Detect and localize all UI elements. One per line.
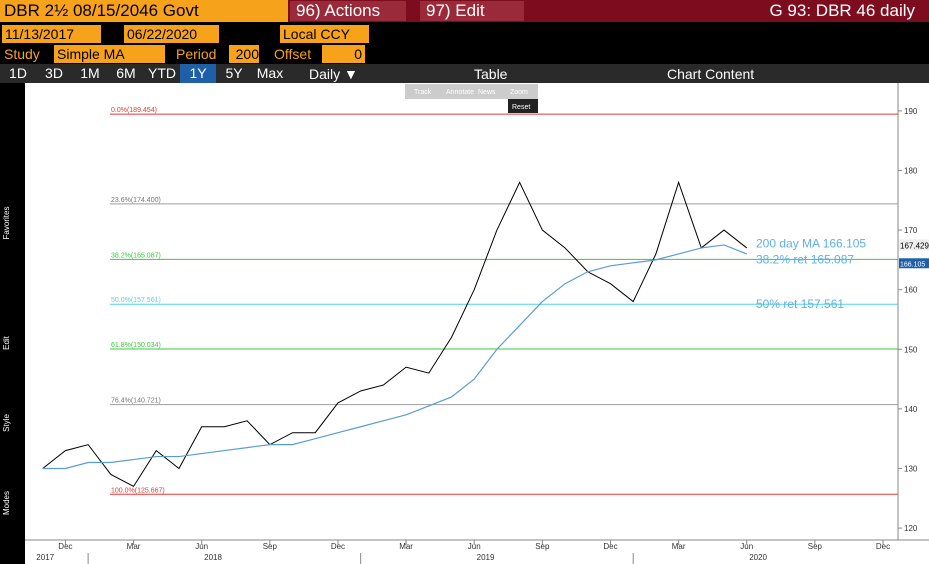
period[interactable]: 200: [229, 45, 259, 63]
y-tick-label: 140: [904, 405, 918, 414]
year-label: 2017: [36, 553, 54, 562]
mode-button: Annotate: [446, 89, 474, 96]
ma-tag: [899, 258, 929, 269]
fib-label: 61.8%(150.034): [111, 342, 161, 349]
range-buttons: 1D 3D 1M 6M YTD 1Y 5Y Max: [0, 64, 288, 83]
x-tick-label: Mar: [127, 542, 141, 551]
y-tick-label: 190: [904, 107, 918, 116]
fib-label: 100.0%(125.667): [111, 487, 165, 494]
year-label: 2018: [204, 553, 222, 562]
last-price-tag: [899, 239, 929, 251]
y-tick-label: 120: [904, 524, 918, 533]
x-tick-label: Dec: [603, 542, 617, 551]
year-label: 2020: [749, 553, 767, 562]
study-label: Study: [4, 46, 40, 62]
x-tick-label: Mar: [399, 542, 413, 551]
x-tick-label: Sep: [535, 542, 550, 551]
fib-label: 38.2%(165.087): [111, 252, 161, 259]
y-tick-label: 170: [904, 226, 918, 235]
plot-background: [25, 83, 929, 564]
x-tick-label: Dec: [876, 542, 890, 551]
sidebar-label: Modes: [2, 491, 11, 515]
x-tick-label: Jun: [740, 542, 753, 551]
range-button[interactable]: 3D: [45, 65, 63, 81]
year-label: 2019: [477, 553, 495, 562]
range-button[interactable]: 1M: [80, 65, 100, 81]
reset-label: Reset: [512, 104, 530, 111]
last-price: 167.429: [900, 241, 929, 250]
fib-label: 76.4%(140.721): [111, 398, 161, 405]
reset-button[interactable]: [508, 99, 538, 113]
mode-button: Track: [414, 89, 432, 96]
end-date[interactable]: 06/22/2020: [124, 25, 219, 43]
fib-label: 23.6%(174.400): [111, 197, 161, 204]
range-bar: [0, 64, 929, 83]
fib-label: 0.0%(189.454): [111, 107, 157, 114]
mode-button: Zoom: [510, 89, 528, 96]
fib-label: 50.0%(157.561): [111, 297, 161, 304]
sidebar-label: Favorites: [2, 207, 11, 240]
security[interactable]: DBR 2½ 08/15/2046 Govt: [0, 0, 288, 22]
edit-menu[interactable]: 97) Edit: [420, 1, 524, 21]
x-tick-label: Mar: [672, 542, 686, 551]
actions-menu[interactable]: 96) Actions: [290, 1, 406, 21]
annotation: 50% ret 157.561: [756, 297, 844, 311]
study[interactable]: Simple MA: [54, 45, 165, 63]
chart-name: G 93: DBR 46 daily: [769, 1, 915, 20]
series-line: [42, 244, 747, 470]
annotation: 38.2% ret 165.087: [756, 252, 854, 266]
mode-button: News: [478, 89, 496, 96]
x-tick-label: Dec: [58, 542, 72, 551]
currency[interactable]: Local CCY: [280, 25, 369, 43]
offset[interactable]: 0: [322, 45, 365, 63]
x-tick-label: Sep: [808, 542, 823, 551]
table-button[interactable]: Table: [474, 66, 508, 82]
series-line: [42, 180, 748, 488]
y-tick-label: 150: [904, 345, 918, 354]
y-tick-label: 130: [904, 464, 918, 473]
range-button[interactable]: 1D: [9, 65, 27, 81]
annotation: 200 day MA 166.105: [756, 236, 866, 250]
y-tick-label: 160: [904, 286, 918, 295]
sidebar-label: Style: [2, 414, 11, 432]
range-button[interactable]: Max: [256, 65, 284, 81]
y-tick-label: 180: [904, 166, 918, 175]
range-button[interactable]: 5Y: [225, 65, 243, 81]
chart: Track Annotate News Zoom Reset Favorites Edit S…: [0, 83, 929, 564]
x-tick-label: Dec: [331, 542, 345, 551]
offset-label: Offset: [274, 46, 312, 62]
x-tick-label: Sep: [263, 542, 278, 551]
ma-last: 166.105: [900, 261, 925, 268]
x-tick-label: Jun: [468, 542, 481, 551]
x-tick-label: Jun: [195, 542, 208, 551]
range-button[interactable]: YTD: [148, 65, 176, 81]
sidebar: [0, 83, 25, 564]
period-label: Period: [176, 46, 217, 62]
range-button[interactable]: 1Y: [180, 64, 216, 83]
chart-content[interactable]: Chart Content: [667, 66, 755, 82]
mode-bar: [405, 84, 538, 99]
frequency[interactable]: Daily ▼: [309, 66, 358, 82]
start-date[interactable]: 11/13/2017: [2, 25, 101, 43]
range-button[interactable]: 6M: [116, 65, 136, 81]
sidebar-label: Edit: [2, 335, 11, 350]
